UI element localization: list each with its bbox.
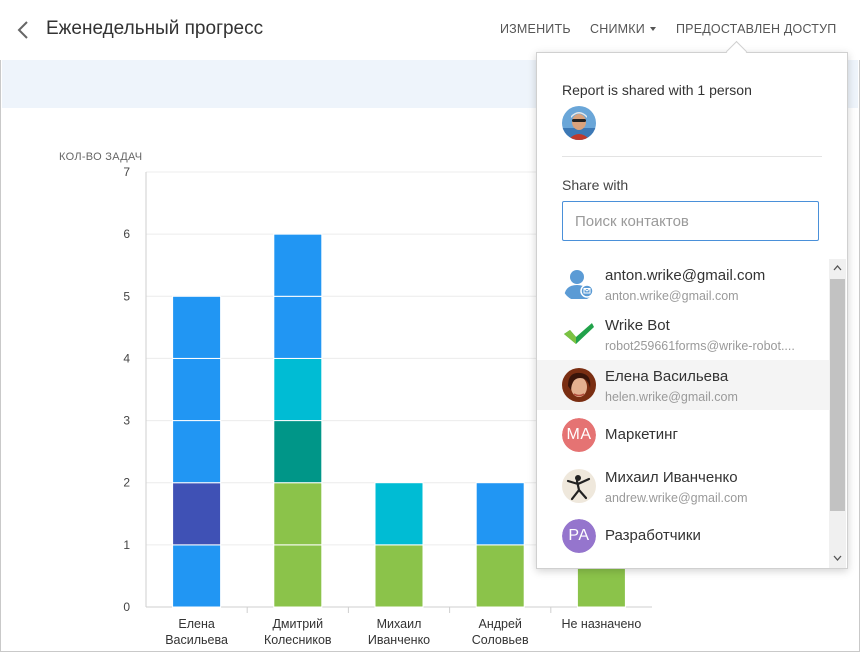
scroll-up-icon[interactable] (833, 263, 842, 273)
contact-name: Маркетинг (605, 426, 678, 443)
contact-item[interactable]: Михаил Иванченко andrew.wrike@gmail.com (537, 461, 829, 511)
contact-item[interactable]: MA Маркетинг (537, 410, 829, 460)
bar-segment (273, 482, 323, 546)
group-avatar: MA (562, 418, 596, 452)
group-avatar: PA (562, 519, 596, 553)
contact-email: helen.wrike@gmail.com (605, 390, 738, 404)
contact-email: anton.wrike@gmail.com (605, 289, 739, 303)
y-tick-label: 7 (123, 165, 130, 179)
user-photo-icon (562, 106, 596, 140)
toolbar-band-right (846, 60, 858, 108)
contact-list-scrollbar[interactable] (829, 259, 846, 568)
share-with-label: Share with (562, 177, 629, 193)
bar-segment (475, 482, 525, 546)
y-tick-label: 2 (123, 476, 130, 490)
share-popover: Report is shared with 1 person Share wit… (536, 52, 848, 569)
bar-segment (172, 357, 222, 422)
bar-segment (273, 357, 323, 422)
bar-segment (172, 420, 222, 484)
contact-photo (562, 368, 596, 402)
contact-name: Елена Васильева (605, 368, 729, 385)
contact-item[interactable]: Wrike Bot robot259661forms@wrike-robot..… (537, 309, 829, 359)
toolbar-band (2, 60, 536, 108)
x-tick-label: Иванченко (368, 633, 430, 647)
contact-email: andrew.wrike@gmail.com (605, 491, 748, 505)
y-tick-label: 4 (123, 351, 130, 365)
wrike-checkmark-icon (562, 317, 596, 351)
x-tick-label: Андрей (478, 617, 521, 631)
x-tick-label: Не назначено (561, 617, 641, 631)
contact-name: Wrike Bot (605, 317, 670, 334)
page-title: Еженедельный прогресс (46, 18, 264, 39)
group-initials: PA (562, 519, 596, 553)
x-tick-label: Дмитрий (272, 617, 323, 631)
user-placeholder-icon (562, 267, 596, 301)
shared-status-text: Report is shared with 1 person (562, 82, 752, 98)
contact-photo (562, 469, 596, 503)
scrollbar-thumb[interactable] (830, 279, 845, 511)
chevron-left-icon (17, 21, 28, 39)
contact-item[interactable]: PA Разработчики (537, 511, 829, 561)
bar-segment (475, 544, 525, 608)
contact-item[interactable]: anton.wrike@gmail.com anton.wrike@gmail.… (537, 259, 829, 309)
bar-segment (273, 295, 323, 359)
edit-button[interactable]: ИЗМЕНИТЬ (500, 22, 571, 36)
x-tick-label: Соловьев (472, 633, 529, 647)
divider (562, 156, 822, 157)
contact-item[interactable]: Елена Васильева helen.wrike@gmail.com (537, 360, 829, 410)
back-button[interactable] (14, 17, 34, 43)
contact-name: anton.wrike@gmail.com (605, 267, 766, 284)
group-initials: MA (562, 418, 596, 452)
contact-name: Разработчики (605, 527, 701, 544)
snapshots-label: СНИМКИ (590, 22, 645, 36)
scroll-down-icon[interactable] (833, 553, 842, 563)
bar-segment (172, 482, 222, 546)
y-tick-label: 6 (123, 227, 130, 241)
y-tick-label: 3 (123, 414, 130, 428)
bar-segment (273, 544, 323, 608)
x-tick-label: Елена (178, 617, 214, 631)
bar-segment (273, 420, 323, 484)
header: Еженедельный прогресс ИЗМЕНИТЬ СНИМКИ ПР… (0, 0, 860, 60)
bar-segment (172, 544, 222, 608)
x-tick-label: Колесников (264, 633, 332, 647)
y-tick-label: 0 (123, 600, 130, 614)
bar-segment (172, 295, 222, 359)
x-tick-label: Михаил (377, 617, 422, 631)
contact-email: robot259661forms@wrike-robot.... (605, 339, 795, 353)
caret-down-icon (649, 27, 656, 31)
snapshots-dropdown[interactable]: СНИМКИ (590, 22, 656, 36)
x-tick-label: Васильева (165, 633, 228, 647)
shared-user-avatar[interactable] (562, 106, 596, 140)
y-tick-label: 5 (123, 289, 130, 303)
contact-name: Михаил Иванченко (605, 469, 738, 486)
shared-access-button[interactable]: ПРЕДОСТАВЛЕН ДОСТУП (676, 22, 837, 36)
y-tick-label: 1 (123, 538, 130, 552)
y-axis-label: КОЛ-ВО ЗАДАЧ (59, 151, 143, 163)
bar-segment (374, 544, 424, 608)
bar-segment (374, 482, 424, 546)
contact-search-input[interactable] (562, 201, 819, 241)
stacked-bar-chart: 0 1 2 3 4 5 6 7 Елена Васильева Дмитрий Колесников М… (123, 165, 830, 647)
contact-list: anton.wrike@gmail.com anton.wrike@gmail.… (537, 259, 829, 568)
bar-segment (273, 233, 323, 297)
